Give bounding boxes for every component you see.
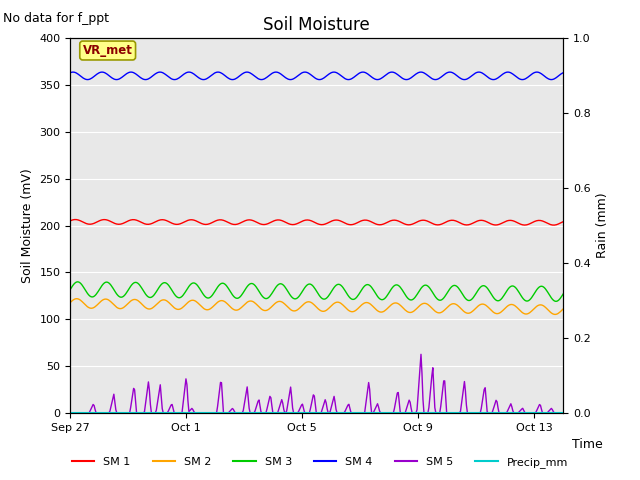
SM 4 bbox=[98, 69, 106, 75]
Legend: SM 1, SM 2, SM 3, SM 4, SM 5, Precip_mm: SM 1, SM 2, SM 3, SM 4, SM 5, Precip_mm bbox=[68, 452, 572, 472]
SM 5 bbox=[301, 409, 308, 415]
SM 1 bbox=[67, 218, 74, 224]
Precip_mm bbox=[333, 410, 341, 416]
Precip_mm bbox=[301, 410, 308, 416]
SM 1 bbox=[72, 216, 79, 222]
SM 2 bbox=[72, 296, 80, 301]
Precip_mm bbox=[470, 410, 478, 416]
SM 4 bbox=[559, 70, 567, 75]
SM 1 bbox=[550, 222, 557, 228]
SM 3 bbox=[74, 279, 81, 285]
Line: SM 2: SM 2 bbox=[70, 299, 563, 314]
Y-axis label: Rain (mm): Rain (mm) bbox=[596, 193, 609, 258]
SM 1 bbox=[548, 222, 556, 228]
SM 2 bbox=[552, 312, 559, 317]
SM 3 bbox=[552, 299, 560, 304]
SM 2 bbox=[472, 306, 479, 312]
SM 4 bbox=[67, 70, 74, 75]
SM 2 bbox=[548, 311, 556, 316]
SM 3 bbox=[361, 283, 369, 289]
Precip_mm bbox=[547, 410, 555, 416]
Precip_mm bbox=[303, 410, 311, 416]
SM 4 bbox=[361, 70, 369, 75]
Text: No data for f_ppt: No data for f_ppt bbox=[3, 12, 109, 25]
SM 5 bbox=[417, 351, 425, 357]
SM 3 bbox=[67, 287, 74, 292]
SM 4 bbox=[472, 70, 479, 76]
SM 5 bbox=[67, 410, 74, 416]
SM 1 bbox=[305, 217, 312, 223]
SM 4 bbox=[301, 69, 309, 75]
SM 2 bbox=[67, 300, 74, 305]
SM 5 bbox=[559, 410, 567, 416]
SM 2 bbox=[305, 299, 312, 305]
SM 4 bbox=[334, 71, 342, 76]
Line: SM 3: SM 3 bbox=[70, 282, 563, 301]
Y-axis label: Soil Moisture (mV): Soil Moisture (mV) bbox=[21, 168, 34, 283]
SM 2 bbox=[559, 306, 567, 312]
SM 1 bbox=[334, 217, 342, 223]
SM 3 bbox=[301, 284, 309, 289]
SM 5 bbox=[548, 407, 556, 412]
Precip_mm bbox=[67, 410, 74, 416]
SM 4 bbox=[550, 76, 557, 82]
SM 1 bbox=[472, 219, 479, 225]
SM 2 bbox=[361, 300, 369, 306]
SM 3 bbox=[472, 292, 479, 298]
SM 5 bbox=[472, 410, 479, 416]
SM 3 bbox=[305, 281, 312, 287]
Line: SM 1: SM 1 bbox=[70, 219, 563, 225]
SM 1 bbox=[361, 217, 369, 223]
Title: Soil Moisture: Soil Moisture bbox=[264, 16, 370, 34]
Text: VR_met: VR_met bbox=[83, 44, 132, 57]
SM 4 bbox=[305, 70, 312, 76]
Line: SM 4: SM 4 bbox=[70, 72, 563, 80]
SM 2 bbox=[301, 300, 309, 306]
SM 2 bbox=[334, 300, 342, 305]
SM 3 bbox=[548, 296, 556, 302]
SM 3 bbox=[334, 281, 342, 287]
SM 1 bbox=[301, 217, 309, 223]
SM 1 bbox=[559, 219, 567, 225]
Precip_mm bbox=[360, 410, 367, 416]
SM 3 bbox=[559, 291, 567, 297]
SM 4 bbox=[547, 77, 555, 83]
SM 5 bbox=[303, 410, 311, 416]
X-axis label: Time: Time bbox=[572, 438, 603, 451]
SM 5 bbox=[333, 410, 341, 416]
Precip_mm bbox=[559, 410, 567, 416]
Line: SM 5: SM 5 bbox=[70, 354, 563, 413]
SM 5 bbox=[360, 410, 367, 416]
